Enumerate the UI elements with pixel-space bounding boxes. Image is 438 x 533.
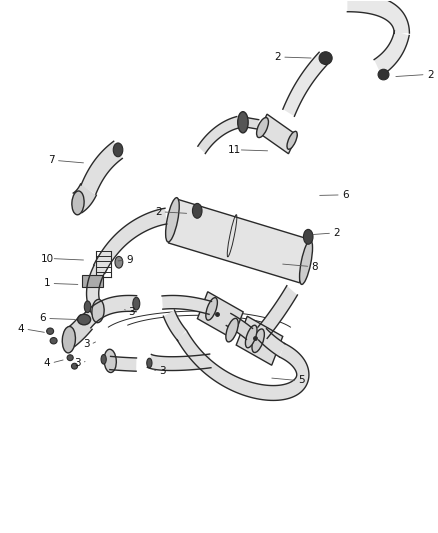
Polygon shape <box>81 295 137 328</box>
Polygon shape <box>258 329 285 357</box>
Ellipse shape <box>78 314 91 325</box>
Bar <box>258 114 297 154</box>
Ellipse shape <box>84 301 91 313</box>
Ellipse shape <box>147 358 152 368</box>
Text: 3: 3 <box>83 340 89 350</box>
Text: 3: 3 <box>74 358 81 368</box>
Polygon shape <box>94 208 167 273</box>
Bar <box>82 275 103 287</box>
Polygon shape <box>147 354 211 370</box>
Ellipse shape <box>101 354 106 364</box>
Text: 9: 9 <box>127 255 133 265</box>
Polygon shape <box>162 295 212 314</box>
Bar <box>169 199 308 283</box>
Text: 2: 2 <box>155 207 161 217</box>
Ellipse shape <box>287 131 297 149</box>
Text: 3: 3 <box>129 306 135 317</box>
Polygon shape <box>283 52 328 116</box>
Polygon shape <box>66 315 92 346</box>
Ellipse shape <box>92 300 104 322</box>
Text: 6: 6 <box>39 313 46 324</box>
Polygon shape <box>226 313 253 340</box>
Ellipse shape <box>319 52 332 64</box>
Ellipse shape <box>238 112 248 133</box>
Text: 4: 4 <box>44 358 50 368</box>
Ellipse shape <box>62 326 75 353</box>
Text: 7: 7 <box>48 156 55 165</box>
Text: 1: 1 <box>44 278 50 288</box>
Ellipse shape <box>47 328 53 334</box>
Polygon shape <box>163 310 186 341</box>
Ellipse shape <box>226 318 238 342</box>
Ellipse shape <box>71 364 78 369</box>
Text: 2: 2 <box>427 70 433 79</box>
Polygon shape <box>245 118 259 129</box>
Text: 8: 8 <box>311 262 318 271</box>
Polygon shape <box>347 0 410 34</box>
Bar <box>236 316 283 365</box>
Bar <box>198 292 243 339</box>
Text: 5: 5 <box>298 375 305 385</box>
Polygon shape <box>81 141 122 194</box>
Polygon shape <box>177 331 309 400</box>
Polygon shape <box>258 286 297 338</box>
Ellipse shape <box>300 240 313 285</box>
Ellipse shape <box>257 118 268 138</box>
Text: 10: 10 <box>41 254 53 263</box>
Ellipse shape <box>115 256 123 268</box>
Ellipse shape <box>378 69 389 80</box>
Text: 6: 6 <box>342 190 349 200</box>
Ellipse shape <box>72 191 84 215</box>
Text: 3: 3 <box>159 367 166 376</box>
Polygon shape <box>198 117 239 154</box>
Ellipse shape <box>166 198 179 242</box>
Ellipse shape <box>104 349 117 373</box>
Ellipse shape <box>113 143 123 157</box>
Polygon shape <box>73 184 96 213</box>
Polygon shape <box>87 265 105 314</box>
Ellipse shape <box>245 325 257 348</box>
Polygon shape <box>110 357 137 371</box>
Text: 2: 2 <box>275 52 281 62</box>
Ellipse shape <box>192 204 202 218</box>
Ellipse shape <box>133 297 140 310</box>
Ellipse shape <box>50 337 57 344</box>
Text: 11: 11 <box>228 145 241 155</box>
Polygon shape <box>374 31 409 76</box>
Ellipse shape <box>252 329 265 352</box>
Ellipse shape <box>304 229 313 244</box>
Ellipse shape <box>206 297 217 320</box>
Text: 4: 4 <box>18 324 24 334</box>
Text: 2: 2 <box>333 228 340 238</box>
Ellipse shape <box>67 355 73 361</box>
